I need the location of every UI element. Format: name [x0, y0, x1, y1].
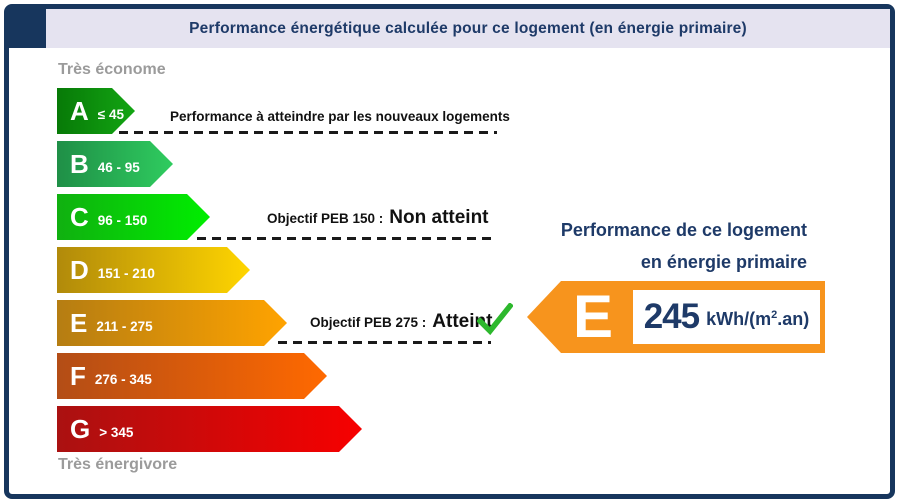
class-letter: D	[70, 255, 89, 285]
energy-class-row-c: C 96 - 150	[57, 194, 210, 240]
annotation-peb150-status: Non atteint	[389, 207, 489, 228]
result-class-letter: E	[573, 283, 614, 350]
class-letter: C	[70, 202, 89, 232]
class-range: 46 - 95	[97, 159, 140, 175]
class-range: > 345	[99, 424, 134, 440]
threshold-line-peb150	[197, 237, 497, 240]
page-title: Performance énergétique calculée pour ce…	[189, 19, 747, 37]
class-letter: B	[70, 149, 89, 179]
check-icon	[477, 303, 513, 335]
annotation-peb150: Objectif PEB 150 : Non atteint	[267, 207, 489, 229]
result-title-line1: Performance de ce logement	[560, 220, 807, 240]
annotation-peb275-status: Atteint	[432, 311, 493, 332]
annotation-new-homes-label: Performance à atteindre par les nouveaux…	[170, 109, 510, 124]
class-letter: A	[70, 96, 89, 126]
scale-top-label: Très économe	[58, 61, 166, 78]
result-unit: kWh/(m2.an)	[706, 308, 810, 329]
title-bar: Performance énergétique calculée pour ce…	[46, 9, 890, 48]
result-value: 245	[643, 297, 700, 336]
class-letter: E	[70, 308, 88, 338]
result-title: Performance de ce logement en énergie pr…	[545, 214, 807, 278]
threshold-line-new-homes	[119, 131, 497, 134]
class-range: ≤ 45	[97, 106, 124, 122]
scale-bottom-label: Très énergivore	[58, 456, 178, 473]
energy-class-row-d: D 151 - 210	[57, 247, 250, 293]
title-accent-block	[9, 9, 46, 48]
class-letter: F	[70, 361, 86, 391]
annotation-peb275-prefix: Objectif PEB 275 :	[310, 315, 427, 330]
annotation-peb150-prefix: Objectif PEB 150 :	[267, 211, 384, 226]
threshold-line-peb275	[278, 341, 491, 344]
annotation-new-homes: Performance à atteindre par les nouveaux…	[170, 109, 510, 124]
annotation-peb275: Objectif PEB 275 : Atteint	[310, 311, 492, 333]
class-letter: G	[70, 414, 91, 444]
energy-class-row-e: E 211 - 275	[57, 300, 287, 346]
result-title-line2: en énergie primaire	[640, 252, 807, 272]
class-range: 151 - 210	[97, 265, 155, 281]
class-range: 276 - 345	[94, 371, 152, 387]
energy-class-row-b: B 46 - 95	[57, 141, 173, 187]
energy-class-row-f: F 276 - 345	[57, 353, 327, 399]
class-range: 211 - 275	[96, 318, 153, 334]
class-range: 96 - 150	[97, 212, 148, 228]
result-value-box: 245 kWh/(m2.an)	[630, 287, 823, 347]
energy-class-row-g: G > 345	[57, 406, 362, 452]
